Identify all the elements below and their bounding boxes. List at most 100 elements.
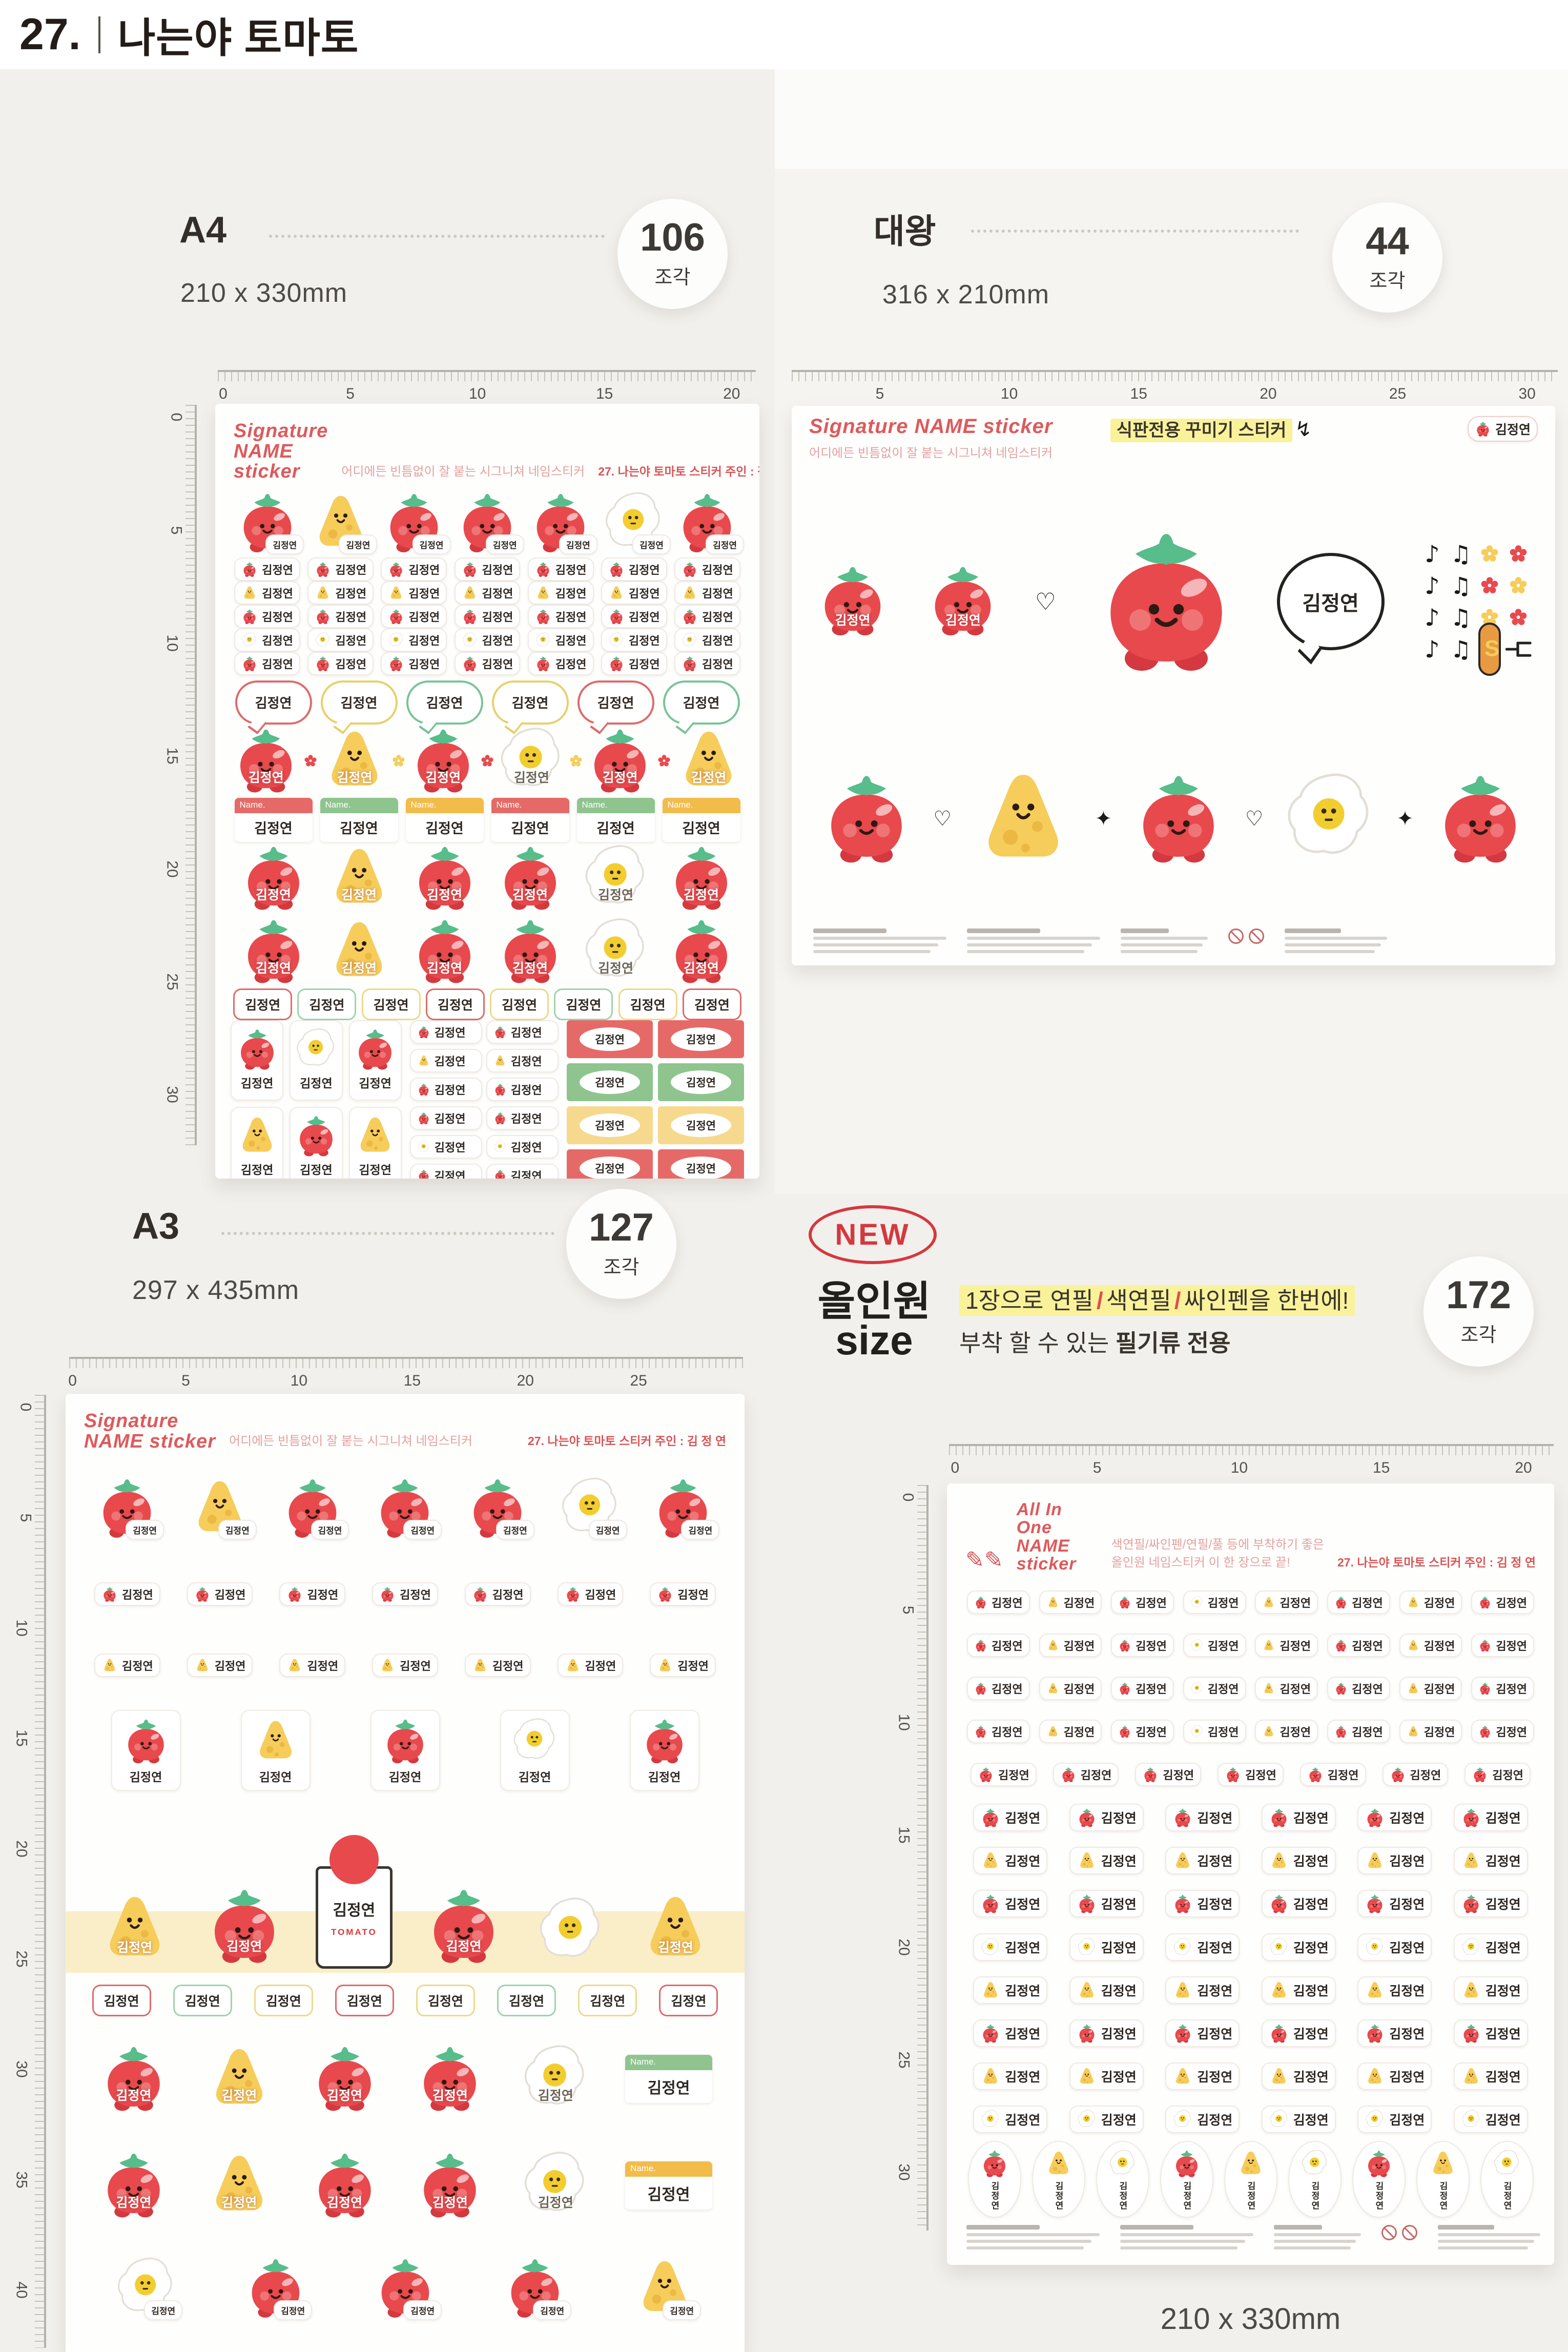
name-label-sticker: 김정연 <box>187 1653 253 1677</box>
character-sticker-tomato: 김정연 <box>373 2255 442 2323</box>
tomato-character-icon <box>464 562 476 577</box>
egg-character-icon <box>585 918 644 977</box>
name-label-sticker: 김정연 <box>527 651 594 675</box>
name-label-sticker: 김정연 <box>973 2019 1048 2047</box>
a3-pieces-badge: 127 조각 <box>566 1189 676 1299</box>
ruler-tick-label: 15 <box>1373 1459 1390 1476</box>
tomato-character-icon <box>1367 2024 1383 2043</box>
background-corner <box>775 69 1568 169</box>
sheet-title: Signature NAME sticker <box>234 420 328 483</box>
outline-name-sticker: 김정연 <box>554 988 613 1020</box>
name-label-sticker: 김정연 <box>381 628 447 652</box>
name-label-sticker: 김정연 <box>1453 2019 1528 2047</box>
speech-bubble-sticker: 김정연 <box>577 680 654 725</box>
name-card-sticker: Name. 김정연 <box>662 797 740 842</box>
desc-slash-icon: / <box>1096 1287 1103 1314</box>
name-label-sticker: 김정연 <box>973 1890 1048 1918</box>
sticker-row: 김정연 김정연 김정연 김정연 김정연 김정연 <box>962 1839 1539 1882</box>
sticker-row: 김정연 김정연 김정연 김정연 김정연 김정연 <box>962 2055 1539 2098</box>
ruler-tick-label: 10 <box>290 1372 308 1389</box>
name-label-sticker: 김정연 <box>485 534 524 555</box>
tomato-character-icon <box>104 1587 116 1602</box>
a3-dotted-line <box>221 1232 554 1235</box>
cheese-character-icon <box>360 1117 390 1152</box>
ruler-tick-label: 25 <box>895 2051 913 2069</box>
cheese-character-icon <box>336 849 382 903</box>
cheese-character-icon <box>984 2068 998 2084</box>
tomato-character-icon <box>684 562 696 577</box>
egg-character-icon <box>242 632 256 646</box>
cheese-character-icon <box>567 1658 578 1672</box>
tomato-character-icon <box>610 656 623 671</box>
ruler-tick-label: 0 <box>17 1403 34 1412</box>
name-card-sticker: Name. 김정연 <box>625 2055 713 2103</box>
cheese-character-icon <box>1368 1852 1382 1868</box>
daewang-pieces-count: 44 <box>1366 219 1409 263</box>
egg-character-icon <box>1191 1682 1203 1694</box>
name-label-sticker: 김정연 <box>674 581 740 605</box>
ruler-tick-label: 5 <box>346 385 355 402</box>
name-label-sticker: 김정연 <box>464 1582 531 1606</box>
page-title: 나는야 토마토 <box>117 15 359 61</box>
name-label-sticker: 김정연 <box>1111 1633 1174 1657</box>
cheese-character-icon <box>1272 2068 1286 2084</box>
allinone-ruler-left: 0 5 10 15 20 25 30 <box>895 1485 929 2231</box>
name-label-sticker: 김정연 <box>1261 1847 1336 1875</box>
egg-character-icon <box>1174 2110 1191 2127</box>
name-label-sticker: 김정연 <box>966 1633 1030 1657</box>
daewang-pieces-badge: 44 조각 <box>1332 202 1442 313</box>
name-label-sticker: 김정연 <box>279 1653 346 1677</box>
ruler-tick-label: 40 <box>13 2281 30 2299</box>
outline-name-sticker: 김정연 <box>173 1985 232 2017</box>
name-label-sticker: 김정연 <box>1453 1804 1528 1832</box>
character-name-card: 김정연 <box>370 1710 440 1791</box>
outline-name-sticker: 김정연 <box>659 1985 718 2017</box>
name-label-sticker: 김정연 <box>1357 1976 1432 2004</box>
cheese-character-icon <box>464 586 475 599</box>
sticker-row: 김정연 김정연 김정연 김정연 김정연 <box>962 1796 1539 1839</box>
egg-character-icon <box>117 2258 172 2312</box>
tomato-character-icon <box>243 656 256 671</box>
name-label-sticker: 김정연 <box>307 651 374 675</box>
tomato-character-icon <box>831 776 902 863</box>
sticker-row: 김정연 김정연 김정연 김정연 김정연 <box>231 604 744 628</box>
name-label-sticker: 김정연 <box>94 1582 160 1606</box>
name-label-sticker: 김정연 <box>1165 1976 1240 2004</box>
flowerY-character-icon <box>570 755 582 767</box>
name-label-sticker: 김정연 <box>409 1048 482 1072</box>
tomato-character-icon <box>504 847 556 910</box>
desc-part-1: 1장으로 연필 <box>965 1287 1094 1314</box>
name-label-sticker: 김정연 <box>409 1163 482 1179</box>
ruler-tick-label: 15 <box>403 1372 421 1389</box>
outline-name-sticker: 김정연 <box>335 1985 394 2017</box>
tomato-character-icon <box>976 1596 986 1608</box>
outline-name-sticker: 김정연 <box>425 988 485 1020</box>
allinone-dimensions-below: 210 x 330mm <box>1160 2302 1341 2336</box>
named-character-sticker-tomato: 김정연 <box>409 915 480 988</box>
desc-line2-prefix: 부착 할 수 있는 <box>959 1330 1116 1356</box>
egg-character-icon <box>513 1718 554 1759</box>
cheese-character-icon <box>1464 1982 1478 1998</box>
tomato-character-icon <box>196 1587 209 1602</box>
name-label-sticker: 김정연 <box>311 1520 349 1540</box>
tomato-character-icon <box>1110 534 1222 671</box>
name-label-sticker: 김정연 <box>973 2106 1048 2133</box>
ruler-tick-label: 0 <box>68 1372 77 1389</box>
ruler-tick-label: 30 <box>163 1086 181 1104</box>
ruler-tick-label: 15 <box>1130 385 1147 402</box>
named-character-sticker-egg: 김정연 <box>581 915 651 988</box>
character-name-card: 김정연 <box>231 1106 284 1179</box>
ruler-tick-label: 10 <box>13 1619 30 1637</box>
tomato-character-icon <box>935 567 991 636</box>
name-label-sticker: 김정연 <box>1453 1976 1528 2004</box>
ruler-tick-label: 15 <box>895 1826 913 1844</box>
ruler-tick-label: 15 <box>13 1729 30 1747</box>
name-label-sticker: 김정연 <box>1261 1933 1336 1961</box>
fried-egg-sticker <box>535 1894 607 1969</box>
cheese-character-icon <box>988 774 1058 857</box>
heart-doodle-icon: ♡ <box>1035 587 1056 615</box>
name-label-sticker: 김정연 <box>1357 2106 1432 2133</box>
tomato-character-icon <box>675 847 727 910</box>
tomato-character-icon <box>243 609 256 624</box>
character-sticker-tomato: 김정연 <box>528 489 597 558</box>
